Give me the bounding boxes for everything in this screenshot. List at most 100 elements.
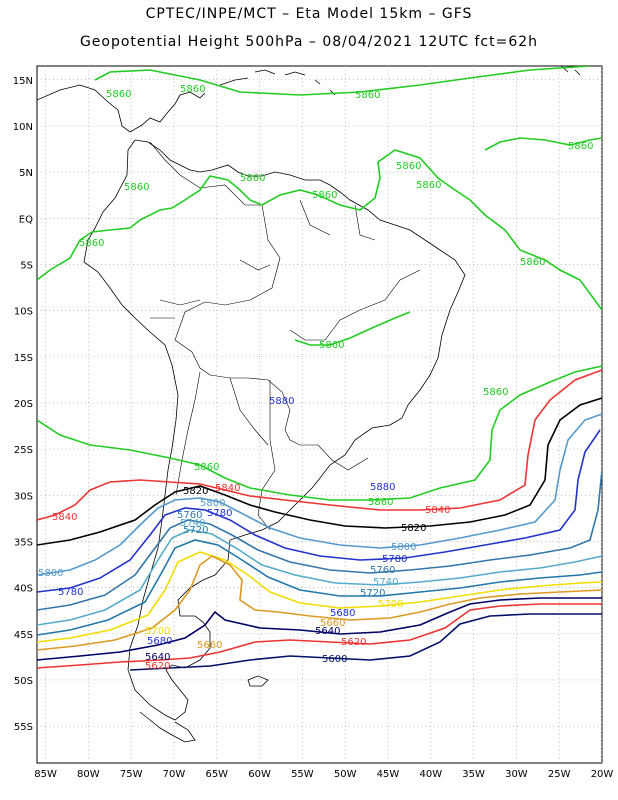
contour-label-5860: 5860	[319, 340, 344, 351]
contour-5860-north	[37, 149, 602, 311]
longitude-tick-labels: 85W 80W 75W 70W 65W 60W 55W 50W 45W 40W 35W 30W 25W 2…	[34, 769, 613, 780]
contour-label-5600: 5600	[322, 654, 347, 665]
contour-label-5640: 5640	[145, 652, 170, 663]
lon-tick-label: 75W	[120, 769, 143, 780]
contour-label-5860: 5860	[106, 89, 131, 100]
contour-label-5620: 5620	[145, 661, 170, 672]
contour-label-5740: 5740	[373, 577, 398, 588]
tierra-del-fuego-coast	[139, 711, 196, 743]
contour-label-5860: 5860	[355, 90, 380, 101]
contour-label-5860: 5860	[79, 238, 104, 249]
contour-label-5860: 5860	[483, 387, 508, 398]
lon-tick-label: 30W	[505, 769, 528, 780]
contour-label-5820: 5820	[401, 523, 426, 534]
lat-tick-label: 15N	[13, 76, 33, 87]
map-frame	[36, 65, 603, 764]
lat-tick-label: 15S	[14, 353, 33, 364]
lon-tick-label: 55W	[291, 769, 314, 780]
lat-tick-label: 10N	[13, 122, 33, 133]
contour-label-5820: 5820	[183, 486, 208, 497]
map-gridlines	[37, 66, 603, 763]
central-america-coast	[37, 84, 206, 133]
south-america-coast	[83, 139, 466, 721]
lon-tick-label: 25W	[548, 769, 571, 780]
contour-label-5860: 5860	[240, 173, 265, 184]
map-title-line2: Geopotential Height 500hPa – 08/04/2021 …	[79, 34, 539, 50]
contour-5840	[37, 369, 602, 521]
lat-tick-label: EQ	[19, 214, 33, 225]
contour-label-5840: 5840	[425, 505, 450, 516]
contour-label-5800: 5800	[200, 498, 225, 509]
lon-tick-label: 20W	[591, 769, 614, 780]
contour-label-5700: 5700	[145, 626, 170, 637]
contour-label-5800: 5800	[38, 568, 63, 579]
contour-label-5680: 5680	[147, 636, 172, 647]
lat-tick-label: 10S	[14, 307, 33, 318]
contour-label-5860: 5860	[520, 257, 545, 268]
contour-5680	[37, 555, 602, 651]
contour-label-5860: 5860	[312, 190, 337, 201]
contour-label-5800: 5800	[391, 542, 416, 553]
contour-5860-south	[37, 365, 602, 501]
lat-tick-label: 25S	[14, 445, 33, 456]
latitude-tick-labels: 15N 10N 5N EQ 5S 10S 15S 20S 25S 30S 35S 40S 45S 50S 5…	[13, 76, 33, 733]
lat-tick-label: 30S	[14, 491, 33, 502]
contour-label-5740: 5740	[180, 518, 205, 529]
contour-label-5640: 5640	[315, 626, 340, 637]
falkland-islands	[247, 675, 269, 687]
contour-5800	[37, 413, 602, 576]
contour-label-5760: 5760	[177, 510, 202, 521]
contour-label-5700: 5700	[378, 599, 403, 610]
lat-tick-label: 5N	[19, 168, 33, 179]
contour-label-5780: 5780	[382, 554, 407, 565]
contour-5860-top	[94, 66, 591, 96]
contour-label-5860: 5860	[180, 84, 205, 95]
contour-5700	[37, 551, 602, 643]
lon-tick-label: 50W	[334, 769, 357, 780]
contour-label-5880: 5880	[370, 482, 395, 493]
contour-5860-center	[294, 311, 411, 346]
contour-5720	[37, 539, 602, 636]
contour-label-5860: 5860	[568, 141, 593, 152]
lon-tick-label: 80W	[77, 769, 100, 780]
map-title-line1: CPTEC/INPE/MCT – Eta Model 15km – GFS	[145, 6, 473, 22]
contour-label-5840: 5840	[52, 512, 77, 523]
lon-tick-label: 60W	[248, 769, 271, 780]
lon-tick-label: 85W	[34, 769, 57, 780]
contour-label-5780: 5780	[207, 508, 232, 519]
lon-tick-label: 40W	[419, 769, 442, 780]
contour-label-5720: 5720	[360, 588, 385, 599]
contour-5760	[37, 469, 602, 611]
lat-tick-label: 40S	[14, 584, 33, 595]
contour-lines	[37, 66, 602, 671]
contour-label-5860: 5860	[396, 161, 421, 172]
caribbean-islands	[219, 66, 581, 96]
contour-labels: 5860 5860 5860 5860 5860 5860 5860 5860 …	[38, 84, 593, 672]
contour-5780	[37, 429, 601, 593]
country-borders	[149, 141, 421, 531]
contour-5820	[37, 397, 602, 546]
contour-5600	[129, 613, 602, 671]
lon-tick-label: 70W	[163, 769, 186, 780]
coastlines	[37, 66, 581, 743]
lon-tick-label: 45W	[377, 769, 400, 780]
lat-tick-label: 45S	[14, 630, 33, 641]
contour-label-5660: 5660	[197, 640, 222, 651]
contour-label-5860: 5860	[124, 182, 149, 193]
contour-5740	[37, 529, 602, 626]
lon-tick-label: 35W	[462, 769, 485, 780]
lat-tick-label: 35S	[14, 537, 33, 548]
contour-label-5660: 5660	[320, 618, 345, 629]
lat-tick-label: 50S	[14, 676, 33, 687]
contour-label-5860: 5860	[416, 180, 441, 191]
contour-5620	[37, 603, 602, 669]
contour-label-5860: 5860	[368, 497, 393, 508]
contour-label-5780: 5780	[58, 587, 83, 598]
lat-tick-label: 20S	[14, 399, 33, 410]
contour-label-5840: 5840	[215, 483, 240, 494]
contour-label-5720: 5720	[183, 525, 208, 536]
contour-5860-atlantic	[484, 137, 602, 151]
border-lines	[149, 141, 421, 531]
lat-tick-label: 55S	[14, 722, 33, 733]
